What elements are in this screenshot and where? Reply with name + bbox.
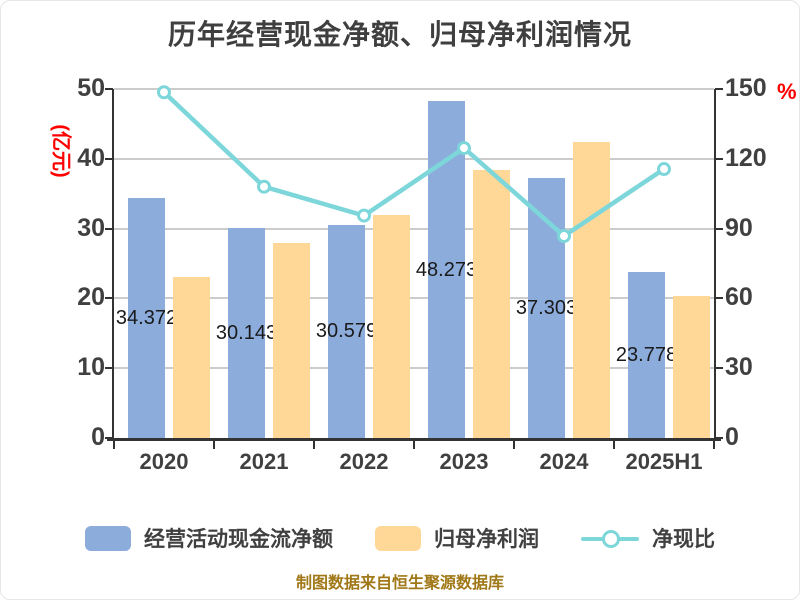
x-axis-tick [713,441,715,449]
bar-value-label: 37.303 [515,296,578,319]
grid-line [114,227,714,230]
line-marker [357,208,371,223]
x-axis-line [107,438,721,441]
x-axis-tick [413,441,415,449]
left-axis-tick [105,297,113,300]
bar-net-profit [273,243,310,438]
x-axis-label: 2023 [439,449,489,474]
bar-value-label: 30.143 [215,321,278,344]
x-axis-label: 2024 [539,449,589,474]
legend-circle-icon [602,529,620,548]
right-axis-tick [715,437,723,439]
y-tick-label-right: 60 [725,283,753,312]
bar-net-profit [373,215,410,438]
y-tick-label-right: 150 [725,74,767,102]
plot-area: 34.372 30.143 30.579 48.273 37.303 23.778 [114,85,714,438]
legend-label: 经营活动现金流净额 [144,528,333,551]
left-axis-tick [105,437,113,439]
right-axis-tick [715,297,723,300]
legend-item: 经营活动现金流净额 [85,523,333,553]
left-axis-tick [105,367,113,370]
right-axis-tick [715,157,723,160]
legend-item: 净现比 [581,523,715,553]
bar-value-label: 34.372 [115,307,178,330]
bar-operating-cash-flow [628,272,665,438]
x-axis-tick [613,441,615,449]
legend-item: 归母净利润 [375,523,539,553]
y-tick-label-right: 90 [725,213,753,242]
bar-net-profit [473,169,510,438]
legend-line-marker-icon [581,526,639,551]
left-axis-tick [105,227,113,230]
x-axis-label: 2025H1 [625,449,703,474]
y-tick-label-left: 20 [77,283,105,312]
y-tick-label-right: 30 [725,353,753,382]
x-axis-label: 2022 [339,449,389,474]
grid-line [114,297,714,300]
x-axis-tick [513,441,515,449]
y-tick-label-right: 0 [725,423,739,451]
y-tick-label-left: 0 [91,423,105,451]
y-tick-label-left: 30 [77,213,105,242]
grid-line [114,367,714,370]
x-axis-tick [113,441,115,449]
bar-operating-cash-flow [128,198,165,438]
bar-value-label: 23.778 [615,344,678,367]
bar-net-profit [573,142,610,438]
right-axis-tick [715,227,723,230]
legend-swatch-icon [85,525,131,551]
line-marker [657,162,671,177]
x-axis-tick [313,441,315,449]
left-axis-tick [105,157,113,160]
y-axis-line-right [714,89,716,438]
y-tick-label-left: 50 [77,74,105,102]
bar-operating-cash-flow [328,224,365,438]
grid-line [114,88,714,90]
bar-net-profit [173,277,210,438]
left-axis-tick [105,88,113,90]
x-axis-label: 2020 [139,449,189,474]
y-tick-label-right: 120 [725,143,767,172]
right-axis-unit-label: % [777,79,797,104]
y-tick-label-left: 40 [77,143,105,172]
x-axis-tick [213,441,215,449]
line-marker [257,179,271,194]
right-axis-tick [715,367,723,370]
grid-line [114,157,714,160]
bar-value-label: 48.273 [415,258,478,281]
legend: 经营活动现金流净额 归母净利润 净现比 [1,516,799,560]
bar-operating-cash-flow [228,227,265,438]
y-tick-label-left: 10 [77,353,105,382]
right-axis-tick [715,88,723,90]
footer-note: 制图数据来自恒生聚源数据库 [295,575,504,592]
chart-title: 历年经营现金净额、归母净利润情况 [167,19,632,50]
legend-swatch-icon [375,525,421,551]
legend-label: 归母净利润 [434,528,539,551]
y-axis-line-left [112,89,114,438]
x-axis-label: 2021 [239,449,289,474]
bar-value-label: 30.579 [315,320,378,343]
bar-net-profit [673,296,710,438]
legend-label: 净现比 [652,528,715,551]
